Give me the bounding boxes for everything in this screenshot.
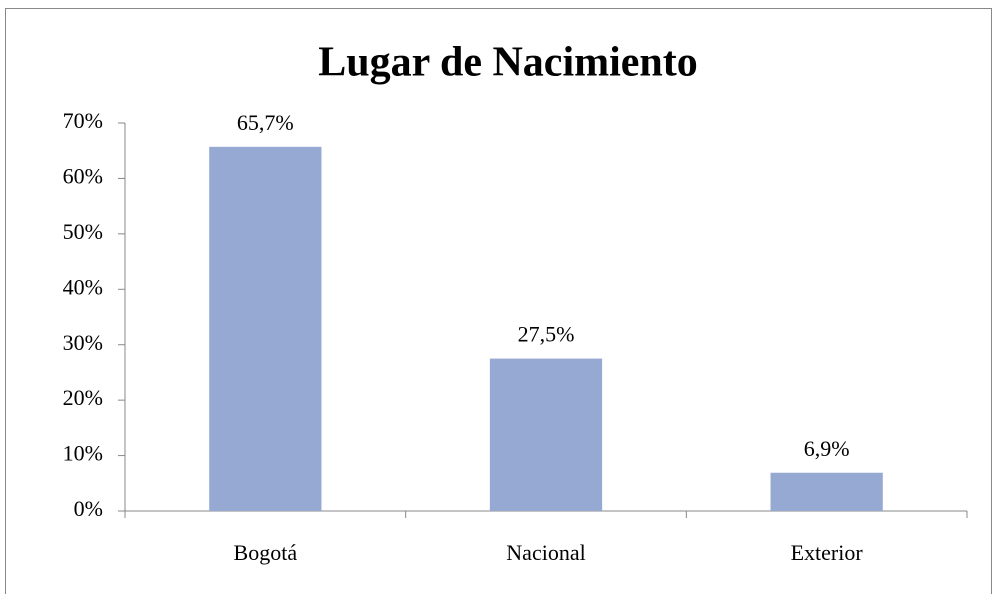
bar — [770, 472, 883, 511]
y-tick-label: 30% — [63, 330, 103, 355]
data-label: 6,9% — [804, 436, 850, 461]
bar — [489, 358, 603, 511]
y-tick-label: 40% — [63, 274, 103, 299]
y-tick-label: 20% — [63, 385, 103, 410]
chart-title: Lugar de Nacimiento — [318, 40, 698, 86]
data-label: 65,7% — [237, 110, 294, 135]
x-tick-label: Exterior — [791, 540, 864, 565]
y-tick-label: 50% — [63, 219, 103, 244]
data-label: 27,5% — [518, 322, 575, 347]
x-tick-label: Bogotá — [234, 540, 298, 565]
y-tick-label: 60% — [63, 163, 103, 188]
y-tick-label: 70% — [63, 108, 103, 133]
bar — [209, 146, 322, 511]
y-tick-label: 0% — [74, 496, 103, 521]
y-tick-label: 10% — [63, 441, 103, 466]
x-tick-label: Nacional — [506, 540, 585, 565]
